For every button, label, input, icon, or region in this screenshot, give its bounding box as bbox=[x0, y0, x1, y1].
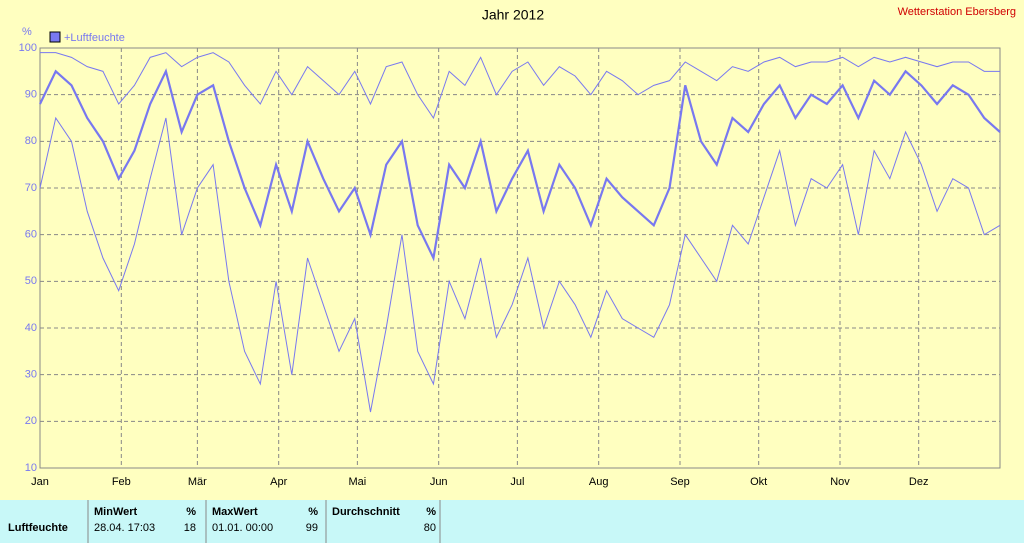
x-tick-label: Mai bbox=[349, 476, 367, 488]
x-tick-label: Feb bbox=[112, 476, 131, 488]
y-tick-label: 70 bbox=[25, 182, 37, 194]
col-unit: % bbox=[308, 506, 318, 518]
x-tick-label: Okt bbox=[750, 476, 767, 488]
x-tick-label: Mär bbox=[188, 476, 207, 488]
chart-title: Jahr 2012 bbox=[482, 7, 544, 23]
y-tick-label: 10 bbox=[25, 462, 37, 474]
y-unit: % bbox=[22, 26, 32, 38]
col-header: Durchschnitt bbox=[332, 506, 400, 518]
col-unit: % bbox=[426, 506, 436, 518]
col-value: 80 bbox=[424, 522, 436, 534]
col-time: 01.01. 00:00 bbox=[212, 522, 273, 534]
min-line bbox=[39, 116, 1001, 413]
row-label: Luftfeuchte bbox=[8, 522, 68, 534]
table-bg bbox=[0, 500, 1024, 543]
y-tick-label: 20 bbox=[25, 415, 37, 427]
col-value: 99 bbox=[306, 522, 318, 534]
col-time: 28.04. 17:03 bbox=[94, 522, 155, 534]
col-value: 18 bbox=[184, 522, 196, 534]
x-tick-label: Sep bbox=[670, 476, 690, 488]
y-tick-label: 50 bbox=[25, 275, 37, 287]
col-header: MinWert bbox=[94, 506, 138, 518]
mean-line bbox=[39, 68, 1001, 262]
max-line bbox=[40, 52, 1000, 120]
x-tick-label: Dez bbox=[909, 476, 929, 488]
col-unit: % bbox=[186, 506, 196, 518]
y-tick-label: 40 bbox=[25, 322, 37, 334]
x-tick-label: Apr bbox=[270, 476, 287, 488]
y-tick-label: 60 bbox=[25, 229, 37, 241]
y-tick-label: 90 bbox=[25, 89, 37, 101]
y-tick-label: 30 bbox=[25, 369, 37, 381]
legend-swatch bbox=[49, 31, 61, 43]
x-tick-label: Jun bbox=[430, 476, 448, 488]
x-tick-label: Jul bbox=[510, 476, 524, 488]
x-tick-label: Jan bbox=[31, 476, 49, 488]
station: Wetterstation Ebersberg bbox=[898, 6, 1016, 18]
y-tick-label: 100 bbox=[19, 42, 37, 54]
x-tick-label: Aug bbox=[589, 476, 609, 488]
legend-label: +Luftfeuchte bbox=[64, 32, 125, 44]
col-header: MaxWert bbox=[212, 506, 258, 518]
x-tick-label: Nov bbox=[830, 476, 850, 488]
y-tick-label: 80 bbox=[25, 135, 37, 147]
